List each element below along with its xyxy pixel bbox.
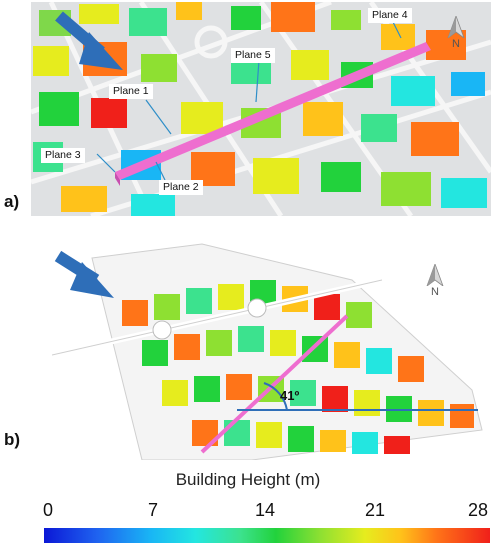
wind-direction-arrow xyxy=(55,11,123,70)
panel-a-map xyxy=(31,2,491,216)
legend-title: Building Height (m) xyxy=(175,470,321,489)
north-arrow-a: N xyxy=(443,16,469,50)
north-arrow-b: N xyxy=(422,264,448,298)
plane-3-label: Plane 3 xyxy=(41,148,85,163)
north-arrow-icon xyxy=(447,16,465,38)
panel-b-tag: b) xyxy=(4,430,21,449)
plane-5-label: Plane 5 xyxy=(231,48,275,63)
north-label-a: N xyxy=(452,38,460,50)
panel-b-map xyxy=(52,243,483,460)
plane-bar xyxy=(115,42,431,180)
plane-1-label: Plane 1 xyxy=(109,84,153,99)
plane-2-label: Plane 2 xyxy=(159,180,203,195)
plan-blocks xyxy=(122,280,474,454)
building-blocks xyxy=(33,2,487,216)
angle-arc xyxy=(263,382,288,411)
north-label-b: N xyxy=(431,286,439,298)
panel-b-plan-view: 41º N xyxy=(52,240,492,460)
legend-tick: 21 xyxy=(364,500,386,520)
north-arrow-icon xyxy=(426,264,444,286)
color-bar xyxy=(44,528,490,543)
legend-tick: 7 xyxy=(147,500,159,520)
panel-a-tag: a) xyxy=(4,192,20,211)
legend-tick: 14 xyxy=(254,500,276,520)
legend-tick: 28 xyxy=(467,500,489,520)
wind-direction-arrow-b xyxy=(54,250,114,298)
plane-line xyxy=(200,314,349,454)
panel-a-3d-view: Plane 1 Plane 2 Plane 3 Plane 4 Plane 5 … xyxy=(31,2,491,216)
legend-tick: 0 xyxy=(42,500,54,520)
plane-4-label: Plane 4 xyxy=(368,8,412,23)
angle-label: 41º xyxy=(280,388,300,403)
